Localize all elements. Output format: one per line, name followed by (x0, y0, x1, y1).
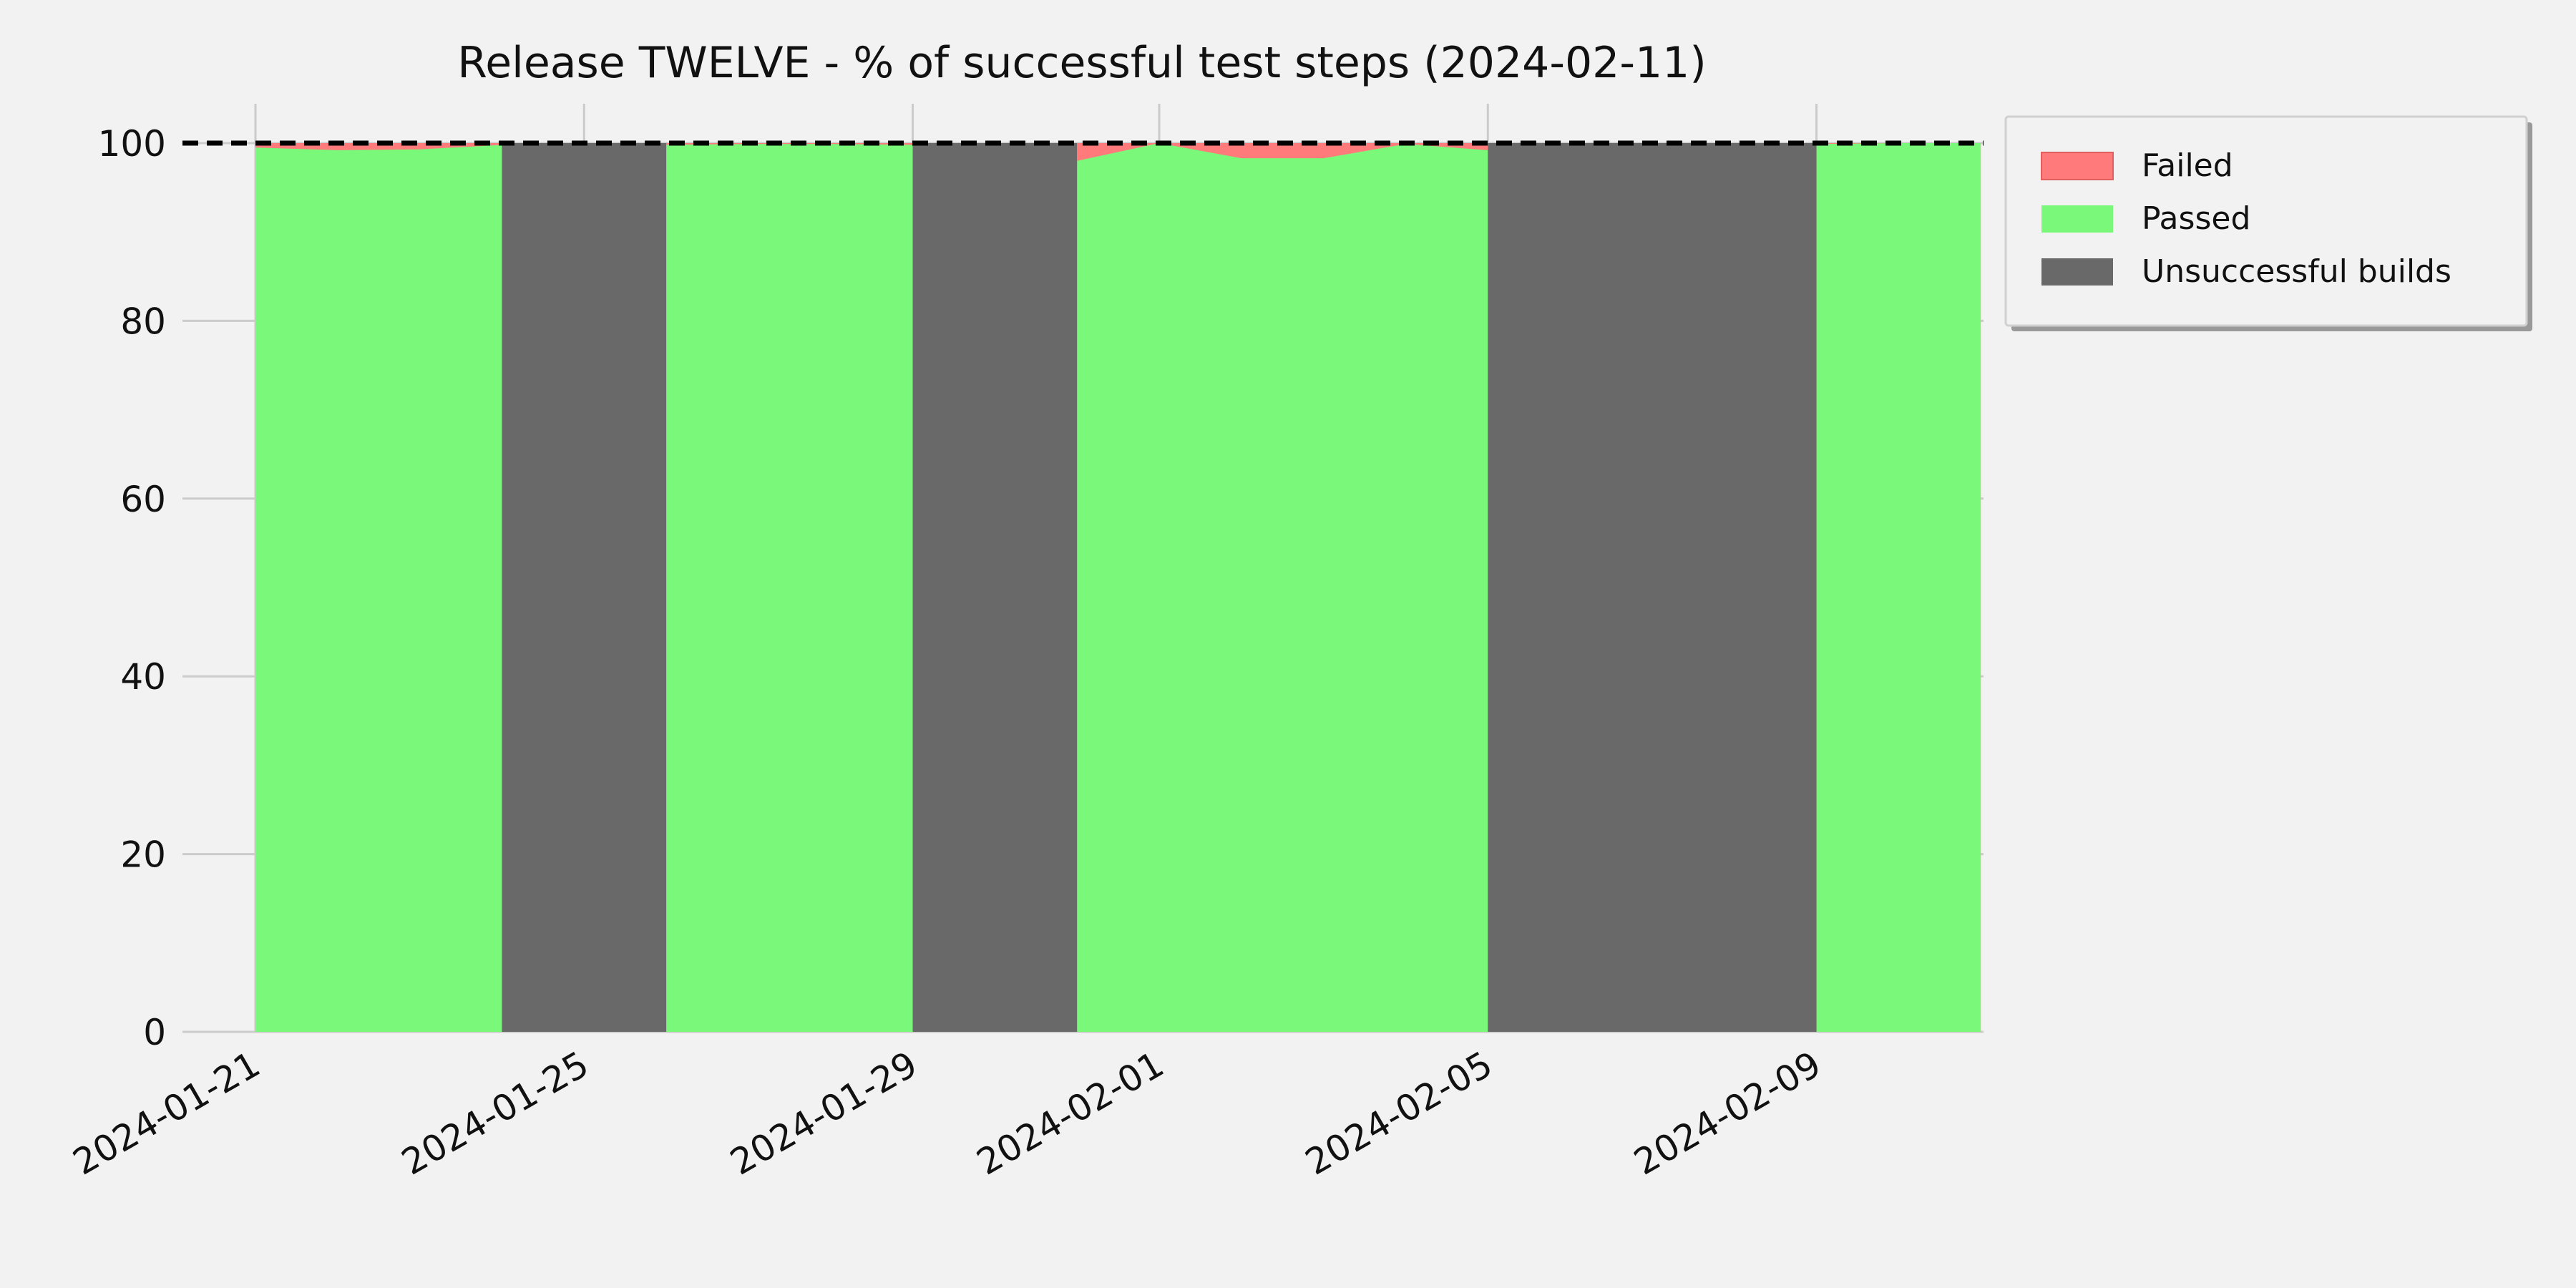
legend: Failed Passed Unsuccessful builds (2004, 115, 2532, 331)
passed-area (1816, 143, 1981, 1032)
legend-label: Failed (2142, 147, 2233, 184)
y-tick-label: 60 (120, 479, 166, 520)
unsuccessful-builds-area (502, 143, 667, 1032)
plot-areas (255, 143, 1981, 1033)
x-tick-label: 2024-02-01 (970, 1043, 1171, 1184)
y-tick-label: 80 (120, 301, 166, 342)
x-axis-ticks: 2024-01-21 2024-01-25 2024-01-29 2024-02-01… (66, 1043, 1828, 1184)
legend-label: Passed (2142, 200, 2250, 237)
passed-area (255, 145, 502, 1032)
legend-swatch-passed (2041, 205, 2113, 233)
y-tick-label: 40 (120, 656, 166, 698)
chart-title: Release TWELVE - % of successful test st… (457, 38, 1706, 88)
legend-swatch-failed (2041, 152, 2114, 180)
x-tick-label: 2024-01-25 (395, 1043, 596, 1184)
y-tick-label: 0 (143, 1012, 166, 1053)
passed-area (1077, 143, 1488, 1032)
unsuccessful-builds-area (1488, 143, 1817, 1032)
legend-box (2004, 115, 2528, 327)
passed-area (666, 144, 913, 1033)
y-tick-label: 100 (98, 123, 166, 165)
y-axis-ticks: 0 20 40 60 80 100 (98, 123, 166, 1053)
legend-swatch-unsuccessful (2041, 258, 2113, 286)
legend-label: Unsuccessful builds (2142, 253, 2451, 290)
x-tick-label: 2024-02-05 (1299, 1043, 1500, 1184)
unsuccessful-builds-area (912, 143, 1078, 1032)
x-tick-label: 2024-01-21 (66, 1043, 267, 1184)
x-tick-label: 2024-01-29 (723, 1043, 924, 1184)
x-tick-label: 2024-02-09 (1627, 1043, 1828, 1184)
y-tick-label: 20 (120, 834, 166, 876)
